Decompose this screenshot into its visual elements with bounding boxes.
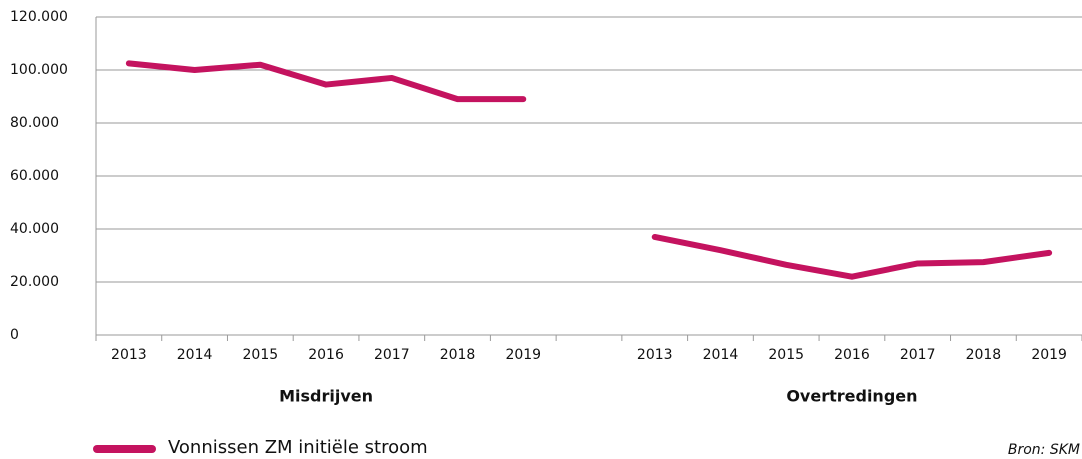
x-tick-label: 2017: [900, 347, 936, 363]
x-tick-label: 2018: [966, 347, 1002, 363]
x-tick-label: 2016: [308, 347, 344, 363]
y-tick-label: 0: [10, 327, 19, 343]
x-tick-label: 2019: [1031, 347, 1067, 363]
x-tick-label: 2014: [177, 347, 213, 363]
x-tick-label: 2019: [505, 347, 541, 363]
y-tick-label: 20.000: [10, 274, 59, 290]
line: [125, 60, 1053, 280]
x-tick-label: 2018: [440, 347, 476, 363]
group-label: Misdrijven: [279, 387, 373, 406]
y-tick-label: 80.000: [10, 115, 59, 131]
y-tick-label: 100.000: [10, 62, 68, 78]
x-tick-label: 2016: [834, 347, 870, 363]
group-label: Overtredingen: [786, 387, 917, 406]
legend-label: Vonnissen ZM initiële stroom: [168, 437, 428, 458]
x-tick-label: 2015: [768, 347, 804, 363]
x-tick-label: 2017: [374, 347, 410, 363]
source: Bron: SKM: [1008, 442, 1080, 458]
y-tick-label: 40.000: [10, 221, 59, 237]
x-tick-label: 2014: [703, 347, 739, 363]
x-tick-label: 2015: [243, 347, 279, 363]
x-tick-label: 2013: [111, 347, 147, 363]
y-tick-label: 60.000: [10, 168, 59, 184]
x-tick-label: 2013: [637, 347, 673, 363]
y-tick-label: 120.000: [10, 9, 68, 25]
